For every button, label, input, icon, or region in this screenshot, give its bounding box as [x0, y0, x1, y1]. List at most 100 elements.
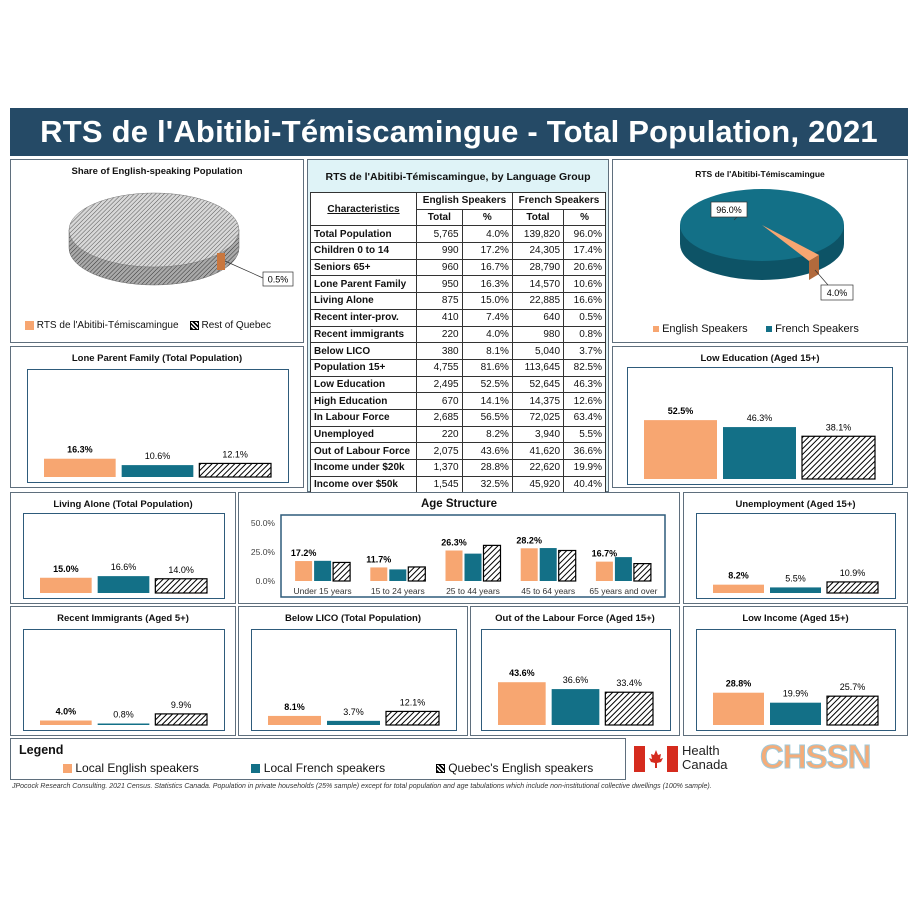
unemployment-panel: Unemployment (Aged 15+) 8.2% 5.5% 10.9% — [683, 492, 908, 604]
bar-english — [713, 692, 764, 725]
table-cell: 410 — [416, 308, 463, 327]
data-label: 10.6% — [145, 451, 171, 461]
footnote: JPocock Research Consulting. 2021 Census… — [12, 783, 712, 790]
y-tick-label: 25.0% — [251, 547, 276, 557]
data-label: 36.6% — [563, 675, 589, 685]
share-legend-swatch-rest — [189, 320, 199, 330]
table-cell: 139,820 — [511, 225, 565, 244]
col-english-pct: % — [461, 208, 513, 227]
legend-title: Legend — [19, 743, 64, 757]
table-row: Out of Labour Force 2,075 43.6% 41,620 36.6% — [310, 442, 606, 460]
table-cell: 81.6% — [461, 358, 513, 377]
bar-english — [445, 550, 463, 581]
table-cell: 28,790 — [511, 258, 565, 277]
table-row: Children 0 to 14 990 17.2% 24,305 17.4% — [310, 242, 606, 260]
rts-legend: English Speakers French Speakers — [653, 323, 859, 335]
x-tick-label: 45 to 64 years — [521, 586, 575, 596]
rts-legend-english: English Speakers — [662, 323, 748, 335]
share-legend-swatch-rts — [25, 320, 34, 330]
table-row: Population 15+ 4,755 81.6% 113,645 82.5% — [310, 358, 606, 377]
table-cell: 52.5% — [461, 375, 513, 394]
table-cell: 1,545 — [416, 475, 463, 494]
table-cell: 20.6% — [563, 258, 606, 277]
rts-pie-chart: 96.0% 4.0% — [680, 189, 854, 301]
unemployment-title: Unemployment (Aged 15+) — [735, 499, 856, 510]
data-label: 46.3% — [747, 413, 773, 423]
table-row: Total Population 5,765 4.0% 139,820 96.0% — [310, 225, 606, 244]
table-cell: 72,025 — [511, 408, 565, 427]
share-legend-rest: Rest of Quebec — [201, 320, 271, 331]
table-cell: 875 — [416, 292, 463, 310]
bar-french — [464, 553, 482, 581]
page-title: RTS de l'Abitibi-Témiscamingue - Total P… — [10, 108, 908, 156]
table-cell: 10.6% — [563, 275, 606, 294]
x-tick-label: 15 to 24 years — [371, 586, 425, 596]
unemployment-chart: 8.2% 5.5% 10.9% — [713, 568, 879, 594]
col-english-total: Total — [416, 208, 463, 227]
table-cell: 980 — [511, 325, 565, 344]
table-cell: 990 — [416, 242, 463, 260]
rts-pie-slice-english-side — [809, 255, 819, 280]
bar-english — [268, 715, 321, 725]
language-table-title: RTS de l'Abitibi-Témiscamingue, by Langu… — [325, 171, 591, 183]
table-row: Seniors 65+ 960 16.7% 28,790 20.6% — [310, 258, 606, 277]
data-label: 12.1% — [400, 697, 426, 707]
data-label: 25.7% — [840, 682, 866, 692]
bar-english — [498, 682, 546, 725]
low-income-chart: 28.8% 19.9% 25.7% — [713, 679, 879, 726]
bar-english — [40, 720, 92, 725]
bar-french — [723, 427, 796, 479]
lone-parent-title: Lone Parent Family (Total Population) — [71, 353, 243, 364]
bar-english — [713, 584, 764, 593]
table-cell: 82.5% — [563, 358, 606, 377]
table-cell: 17.2% — [461, 242, 513, 260]
col-characteristics: Characteristics — [310, 191, 417, 227]
table-cell: 380 — [416, 342, 463, 360]
data-label: 33.4% — [616, 678, 642, 688]
language-table: Characteristics English Speakers French … — [310, 191, 607, 494]
bar-french — [97, 723, 150, 725]
table-row: Lone Parent Family 950 16.3% 14,570 10.6% — [310, 275, 606, 294]
row-label: Below LICO — [310, 342, 417, 360]
bar-french — [314, 560, 332, 581]
legend-english: Local English speakers — [75, 761, 199, 775]
table-cell: 41,620 — [511, 442, 565, 460]
living-alone-title: Living Alone (Total Population) — [53, 499, 193, 510]
table-row: Recent inter-prov. 410 7.4% 640 0.5% — [310, 308, 606, 327]
table-cell: 5,040 — [511, 342, 565, 360]
rts-panel: RTS de l'Abitibi-Témiscamingue 96.0% 4.0… — [612, 159, 908, 343]
bar-french — [389, 569, 407, 581]
below-lico-chart: 8.1% 3.7% 12.1% — [268, 697, 440, 726]
table-cell: 5.5% — [563, 425, 606, 444]
x-tick-label: Under 15 years — [294, 586, 352, 596]
table-cell: 2,495 — [416, 375, 463, 394]
bar-quebec — [154, 713, 208, 726]
row-label: Seniors 65+ — [310, 258, 417, 277]
table-cell: 950 — [416, 275, 463, 294]
bar-french — [97, 576, 150, 593]
table-cell: 22,885 — [511, 292, 565, 310]
row-label: In Labour Force — [310, 408, 417, 427]
recent-immigrants-title: Recent Immigrants (Aged 5+) — [57, 613, 189, 624]
x-tick-label: 25 to 44 years — [446, 586, 500, 596]
table-cell: 960 — [416, 258, 463, 277]
table-cell: 16.6% — [563, 292, 606, 310]
data-label: 0.8% — [113, 710, 134, 720]
row-label: Income over $50k — [310, 475, 417, 494]
table-cell: 28.8% — [461, 459, 513, 477]
table-row: Below LICO 380 8.1% 5,040 3.7% — [310, 342, 606, 360]
table-row: High Education 670 14.1% 14,375 12.6% — [310, 392, 606, 410]
table-cell: 12.6% — [563, 392, 606, 410]
y-tick-label: 0.0% — [256, 576, 276, 586]
recent-immigrants-panel: Recent Immigrants (Aged 5+) 4.0% 0.8% 9.9% — [10, 606, 236, 736]
col-french-pct: % — [563, 208, 606, 227]
legend: Legend Local English speakers Local Fren… — [10, 738, 626, 780]
table-cell: 0.8% — [563, 325, 606, 344]
out-labour-title: Out of the Labour Force (Aged 15+) — [495, 613, 655, 624]
table-cell: 4.0% — [461, 325, 513, 344]
rts-pie-callout-french-box — [710, 201, 748, 218]
data-label: 9.9% — [171, 700, 192, 710]
low-income-title: Low Income (Aged 15+) — [742, 613, 849, 624]
bar-quebec — [482, 544, 502, 582]
bar-french — [614, 557, 632, 581]
